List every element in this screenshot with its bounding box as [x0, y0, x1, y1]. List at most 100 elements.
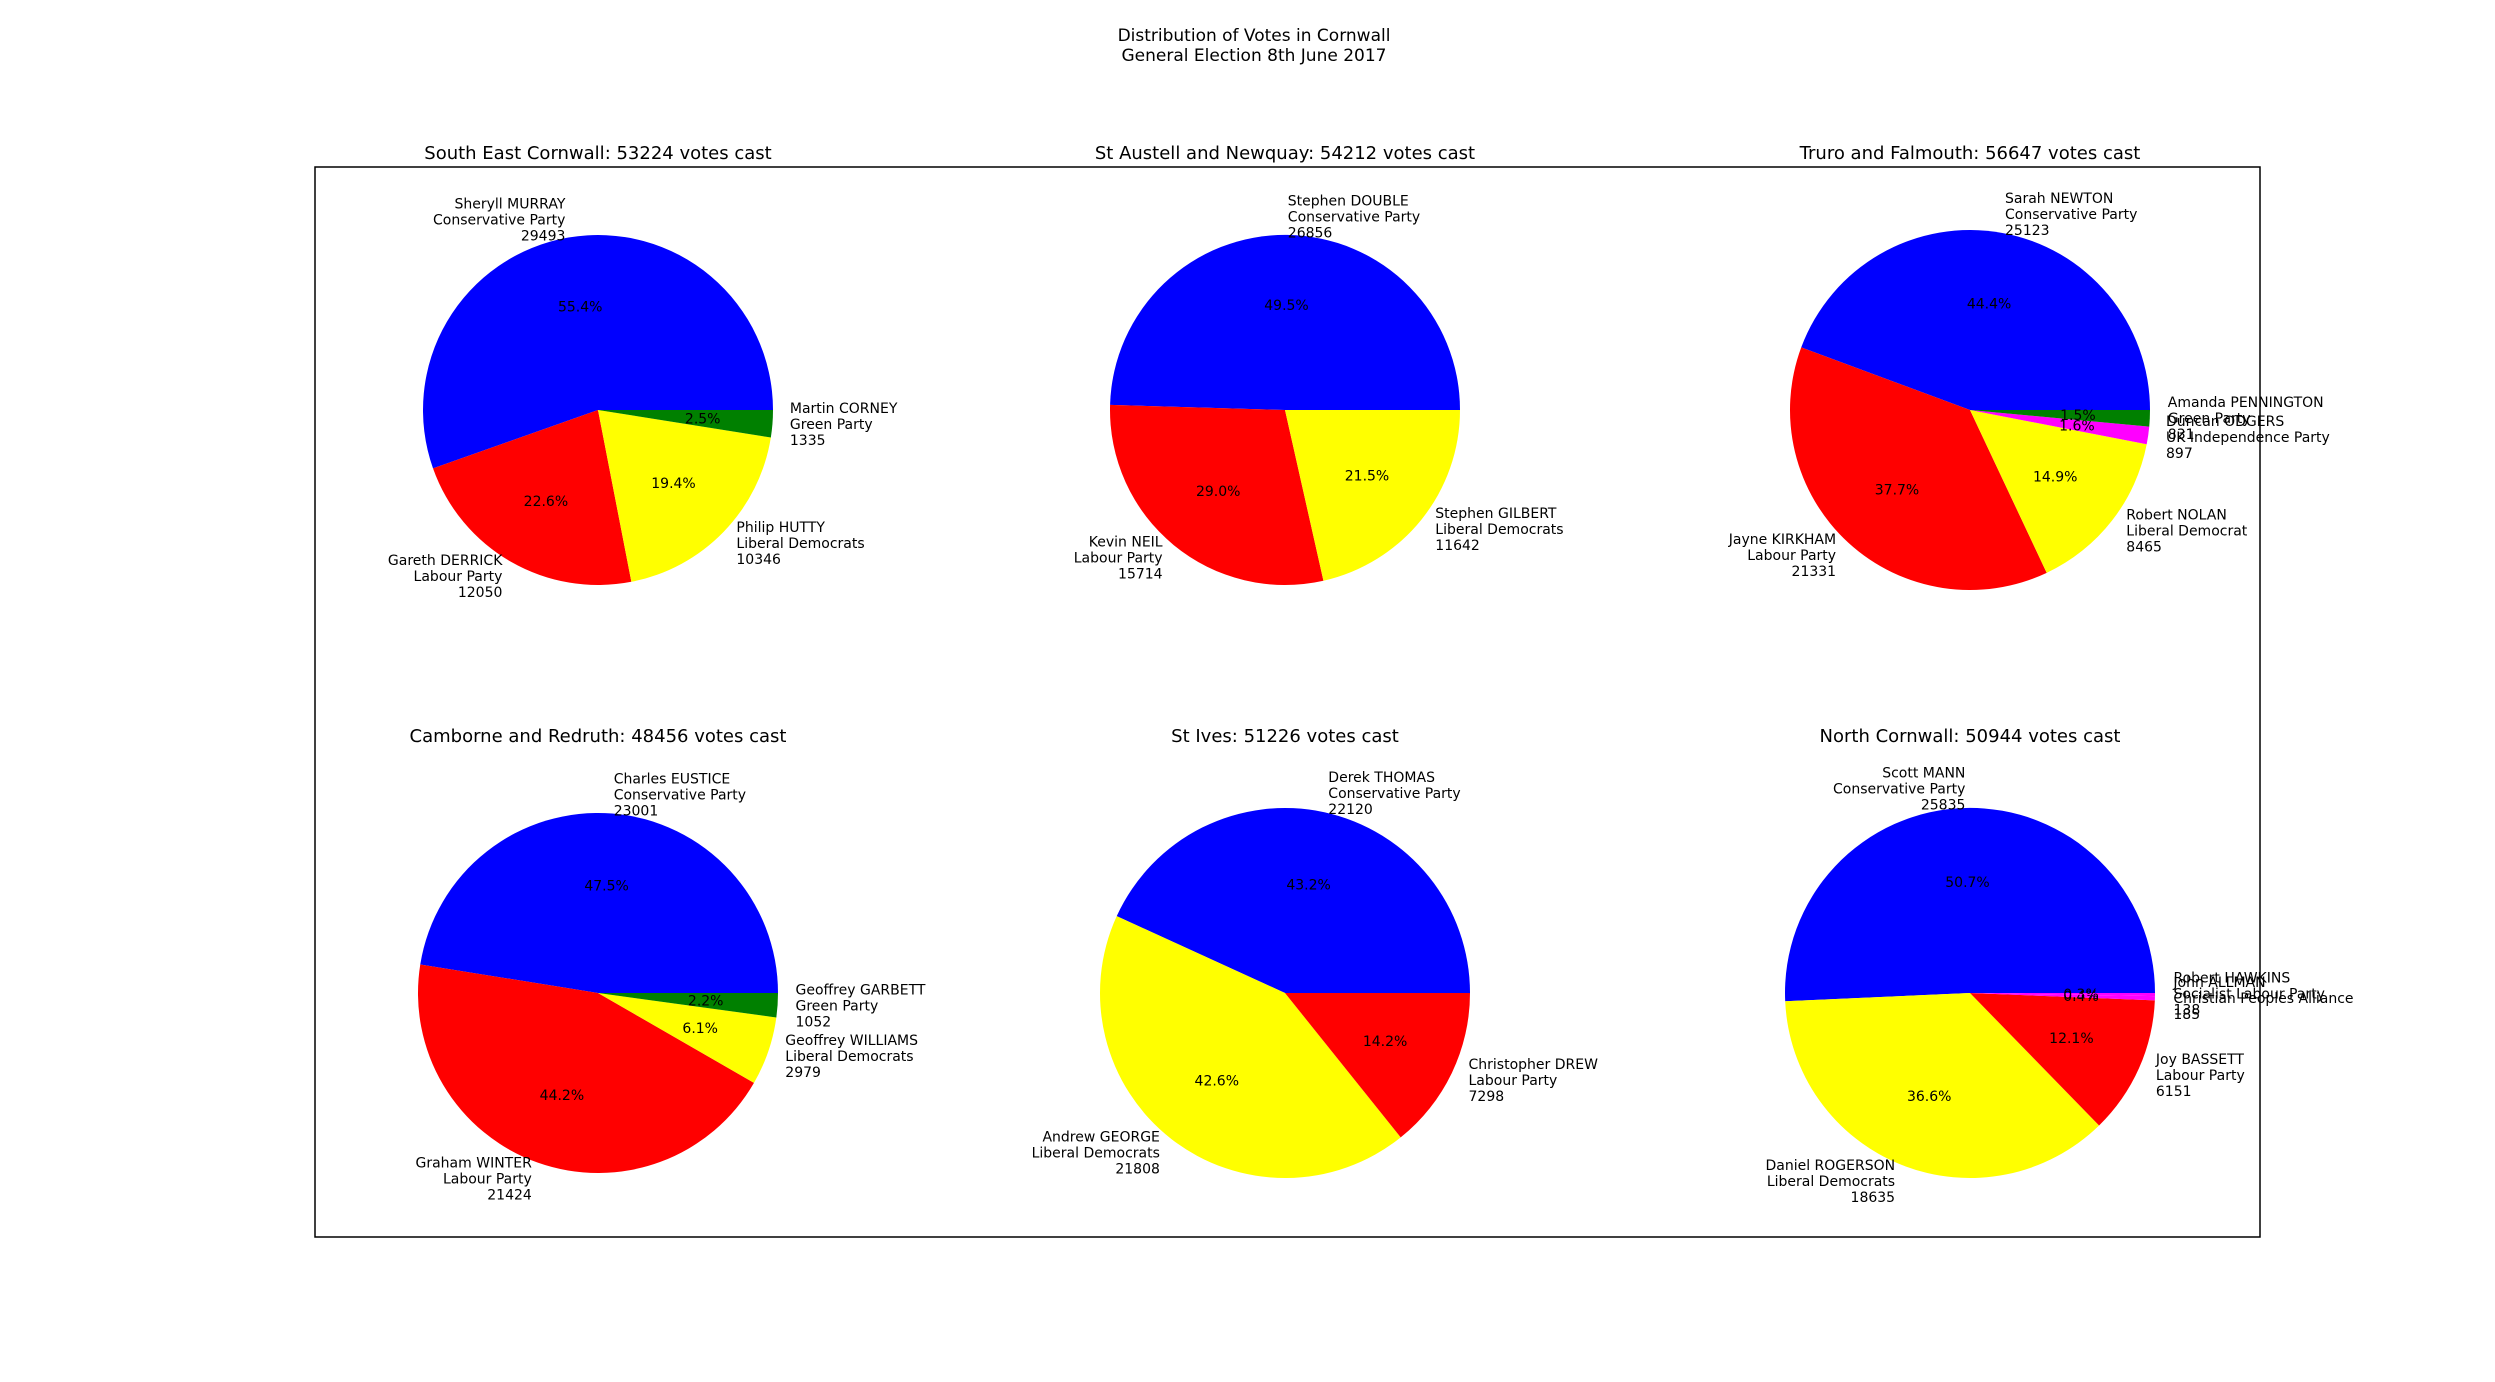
pie-chart-5: St Ives: 51226 votes cast 43.2% Derek THOM…: [1032, 726, 1599, 1179]
pie-chart-3: Truro and Falmouth: 56647 votes cast 44.4…: [1728, 143, 2330, 591]
slice-votes-label: 26856: [1288, 226, 1333, 242]
pie-slice: [1285, 993, 1470, 1138]
pie-slice: [598, 993, 778, 1018]
pie-slice: [1785, 807, 2155, 1002]
slice-candidate-label: Derek THOMAS: [1328, 770, 1435, 786]
slice-party-label: Labour Party: [414, 569, 503, 585]
pie-charts-group: South East Cornwall: 53224 votes cast 55.…: [388, 143, 2354, 1206]
slice-party-label: Conservative Party: [1328, 786, 1460, 802]
pie-chart-4: Camborne and Redruth: 48456 votes cast 47…: [410, 726, 926, 1204]
slice-percent-label: 50.7%: [1945, 875, 1989, 891]
pie-title: South East Cornwall: 53224 votes cast: [424, 143, 771, 164]
slice-candidate-label: Robert NOLAN: [2126, 508, 2227, 524]
slice-votes-label: 1335: [790, 433, 826, 449]
pie-slice: [417, 964, 754, 1174]
pie-slice: [1785, 993, 2100, 1178]
slice-votes-label: 138: [2174, 1003, 2201, 1019]
slice-percent-label: 2.2%: [688, 993, 724, 1009]
slice-candidate-label: Andrew GEORGE: [1042, 1130, 1159, 1146]
slice-party-label: Liberal Democrats: [1435, 522, 1563, 538]
slice-party-label: Liberal Democrats: [736, 536, 864, 552]
pie-slice: [598, 993, 777, 1083]
slice-party-label: Liberal Democrat: [2126, 524, 2247, 540]
slice-votes-label: 15714: [1118, 567, 1163, 583]
pie-slice: [598, 410, 773, 438]
slice-party-label: Liberal Democrats: [785, 1049, 913, 1065]
slice-percent-label: 43.2%: [1286, 878, 1330, 894]
slice-votes-label: 12050: [458, 585, 503, 601]
slice-candidate-label: Jayne KIRKHAM: [1728, 532, 1836, 548]
pie-title: Camborne and Redruth: 48456 votes cast: [410, 726, 787, 747]
slice-party-label: Socialist Labour Party: [2174, 987, 2325, 1003]
pie-slice: [433, 410, 632, 586]
slice-votes-label: 21424: [487, 1188, 532, 1204]
pie-slice: [1801, 229, 2150, 410]
slice-votes-label: 23001: [614, 804, 659, 820]
figure-title-line-2: General Election 8th June 2017: [1122, 46, 1387, 66]
slice-votes-label: 2979: [785, 1065, 821, 1081]
slice-party-label: Conservative Party: [614, 788, 746, 804]
slice-percent-label: 19.4%: [651, 476, 695, 492]
slice-votes-label: 897: [2166, 446, 2193, 462]
slice-candidate-label: John ALLMAN: [2172, 975, 2265, 991]
slice-candidate-label: Joy BASSETT: [2155, 1052, 2245, 1068]
slice-candidate-label: Kevin NEIL: [1089, 535, 1163, 551]
slice-candidate-label: Charles EUSTICE: [614, 772, 731, 788]
slice-percent-label: 14.2%: [1363, 1034, 1407, 1050]
pie-slice: [1970, 410, 2150, 427]
slice-votes-label: 1052: [796, 1015, 832, 1031]
pie-slice: [1970, 993, 2155, 1126]
slice-votes-label: 18635: [1851, 1190, 1896, 1206]
slice-candidate-label: Sheryll MURRAY: [454, 196, 565, 212]
pie-slice: [423, 235, 773, 469]
slice-candidate-label: Martin CORNEY: [790, 401, 898, 417]
slice-party-label: UK Independence Party: [2166, 430, 2330, 446]
slice-percent-label: 21.5%: [1345, 469, 1389, 485]
slice-votes-label: 29493: [521, 228, 566, 244]
slice-percent-label: 36.6%: [1907, 1089, 1951, 1105]
slice-percent-label: 22.6%: [524, 494, 568, 510]
slice-votes-label: 21331: [1792, 564, 1837, 580]
pie-slice: [1970, 993, 2155, 1001]
pie-slice: [1110, 234, 1461, 410]
slice-party-label: Labour Party: [1074, 551, 1163, 567]
slice-party-label: Conservative Party: [433, 212, 565, 228]
pie-chart-2: St Austell and Newquay: 54212 votes cast…: [1074, 143, 1564, 586]
slice-votes-label: 185: [2173, 1007, 2200, 1023]
slice-party-label: Green Party: [790, 417, 873, 433]
pie-slice: [1970, 410, 2150, 445]
slice-candidate-label: Daniel ROGERSON: [1765, 1158, 1895, 1174]
pie-slice: [1099, 916, 1401, 1179]
slice-percent-label: 12.1%: [2049, 1031, 2093, 1047]
pie-slice: [1970, 993, 2155, 997]
slice-percent-label: 6.1%: [682, 1021, 718, 1037]
slice-candidate-label: Robert HAWKINS: [2174, 971, 2291, 987]
slice-candidate-label: Christopher DREW: [1469, 1057, 1599, 1073]
slice-party-label: Green Party: [2168, 411, 2251, 427]
slice-votes-label: 831: [2168, 427, 2195, 443]
slice-party-label: Conservative Party: [1833, 782, 1965, 798]
slice-percent-label: 37.7%: [1875, 483, 1919, 499]
pie-slice: [598, 410, 771, 582]
slice-percent-label: 42.6%: [1195, 1074, 1239, 1090]
slice-percent-label: 1.5%: [2060, 408, 2096, 424]
slice-votes-label: 25835: [1921, 798, 1966, 814]
pie-slice: [420, 812, 778, 993]
slice-party-label: Labour Party: [1469, 1073, 1558, 1089]
slice-percent-label: 55.4%: [558, 300, 602, 316]
slice-party-label: Green Party: [796, 999, 879, 1015]
slice-candidate-label: Duncan ODGERS: [2166, 414, 2284, 430]
slice-percent-label: 1.6%: [2059, 418, 2095, 434]
slice-votes-label: 21808: [1115, 1162, 1160, 1178]
pie-slice: [1789, 347, 2047, 591]
slice-percent-label: 44.4%: [1967, 297, 2011, 313]
slice-party-label: Liberal Democrats: [1032, 1146, 1160, 1162]
pie-slice: [1109, 404, 1324, 586]
pie-slice: [1116, 807, 1470, 993]
slice-percent-label: 44.2%: [540, 1088, 584, 1104]
slice-candidate-label: Philip HUTTY: [736, 520, 825, 536]
slice-percent-label: 14.9%: [2033, 469, 2077, 485]
axes-frame: [314, 166, 2261, 1238]
slice-votes-label: 10346: [736, 552, 781, 568]
